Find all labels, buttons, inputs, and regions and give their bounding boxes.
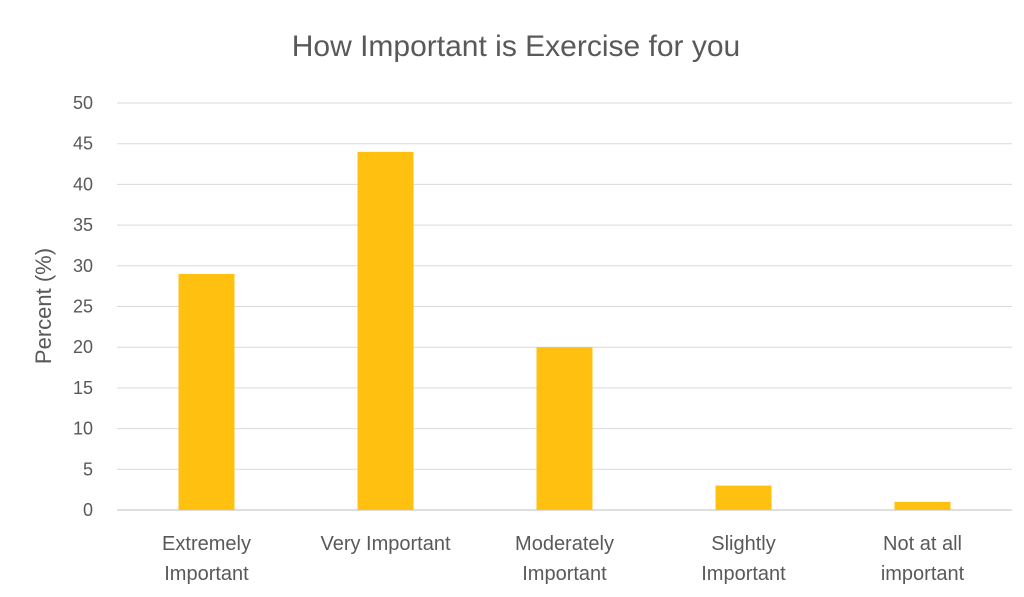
x-category-label: important [881, 563, 965, 585]
y-tick-label: 40 [73, 174, 93, 194]
x-axis-categories: Extremely Important Very Important Moderate… [162, 533, 965, 585]
y-tick-label: 10 [73, 419, 93, 439]
x-category-label: Important [164, 563, 249, 585]
gridlines [117, 102, 1012, 470]
x-category-label: Extremely [162, 533, 251, 555]
y-tick-label: 5 [83, 459, 93, 479]
bar [894, 501, 951, 510]
y-tick-label: 20 [73, 337, 93, 357]
bars [178, 151, 951, 510]
bar [178, 273, 235, 510]
bar [536, 347, 593, 510]
x-category-label: Very Important [320, 533, 451, 555]
y-tick-label: 45 [73, 134, 93, 154]
bar [357, 151, 414, 510]
x-category-label: Important [522, 563, 607, 585]
x-category-label: Moderately [515, 533, 614, 555]
x-category-label: Slightly [711, 533, 775, 555]
x-category-label: Important [701, 563, 786, 585]
bar [715, 485, 772, 510]
y-tick-label: 15 [73, 378, 93, 398]
y-axis-ticks: 0 5 10 15 20 25 30 35 40 45 50 [73, 93, 93, 520]
chart-title: How Important is Exercise for you [292, 30, 741, 63]
y-tick-label: 50 [73, 93, 93, 113]
y-tick-label: 35 [73, 215, 93, 235]
y-tick-label: 30 [73, 256, 93, 276]
y-tick-label: 0 [83, 500, 93, 520]
y-axis-label: Percent (%) [31, 248, 56, 364]
y-tick-label: 25 [73, 297, 93, 317]
x-category-label: Not at all [883, 533, 962, 555]
